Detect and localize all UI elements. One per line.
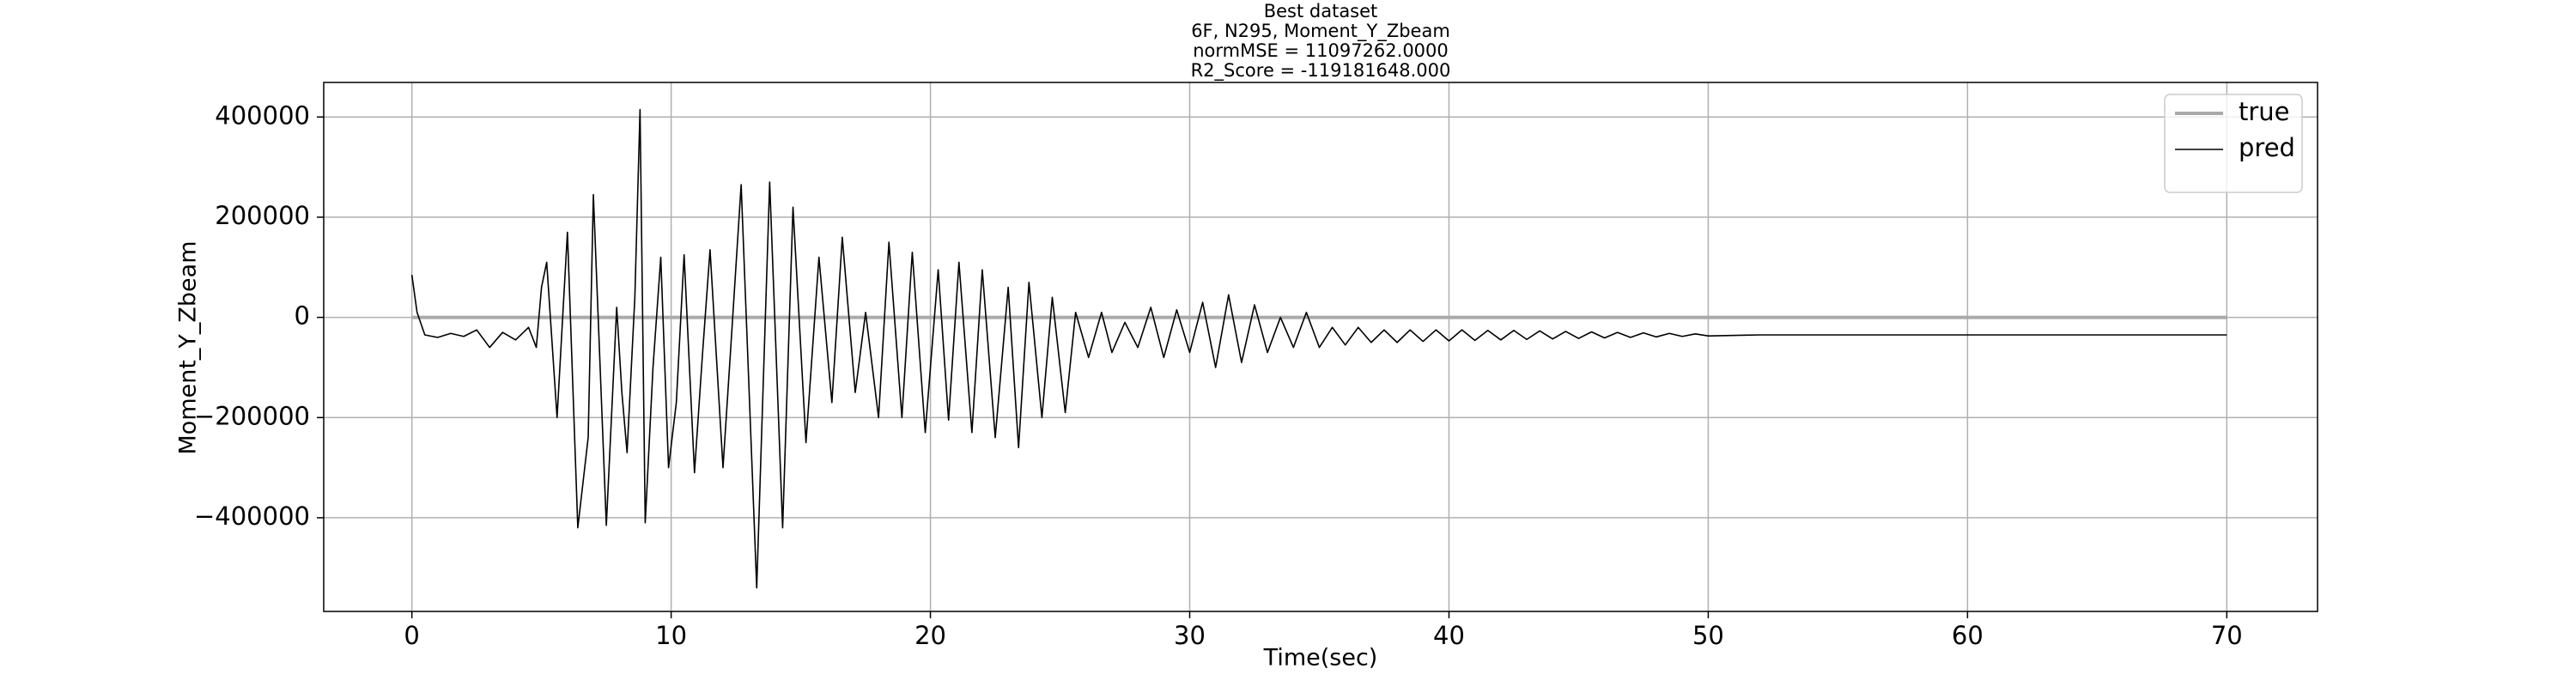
x-axis-label: Time(sec) bbox=[1263, 645, 1378, 672]
x-tick-label: 10 bbox=[655, 621, 687, 650]
x-tick-label: 40 bbox=[1433, 621, 1465, 650]
x-tick-label: 60 bbox=[1952, 621, 1984, 650]
chart-subtitle: 6F, N295, Moment_Y_Zbeam bbox=[1191, 21, 1450, 42]
y-tick-label: 200000 bbox=[215, 201, 310, 230]
legend-label: true bbox=[2239, 97, 2290, 126]
y-tick-label: −400000 bbox=[194, 502, 310, 531]
data-line bbox=[410, 108, 2227, 589]
chart-subtitle: normMSE = 11097262.0000 bbox=[1193, 40, 1449, 61]
legend-label: pred bbox=[2239, 133, 2295, 162]
y-tick-label: 0 bbox=[295, 301, 310, 331]
y-tick-label: −200000 bbox=[194, 401, 310, 430]
x-tick-label: 70 bbox=[2211, 621, 2243, 650]
x-tick-label: 20 bbox=[914, 621, 946, 650]
x-tick-label: 50 bbox=[1692, 621, 1724, 650]
chart-subtitle: R2_Score = -119181648.000 bbox=[1191, 60, 1451, 82]
x-tick-label: 0 bbox=[404, 621, 419, 650]
y-tick-label: 400000 bbox=[215, 100, 310, 130]
chart-title: Best dataset bbox=[1264, 1, 1378, 21]
plot-frame bbox=[323, 82, 2318, 612]
x-tick-label: 30 bbox=[1174, 621, 1206, 650]
legend: true pred bbox=[2164, 94, 2303, 193]
y-axis-label: Moment_Y_Zbeam bbox=[175, 240, 202, 454]
legend-box bbox=[2164, 94, 2303, 193]
